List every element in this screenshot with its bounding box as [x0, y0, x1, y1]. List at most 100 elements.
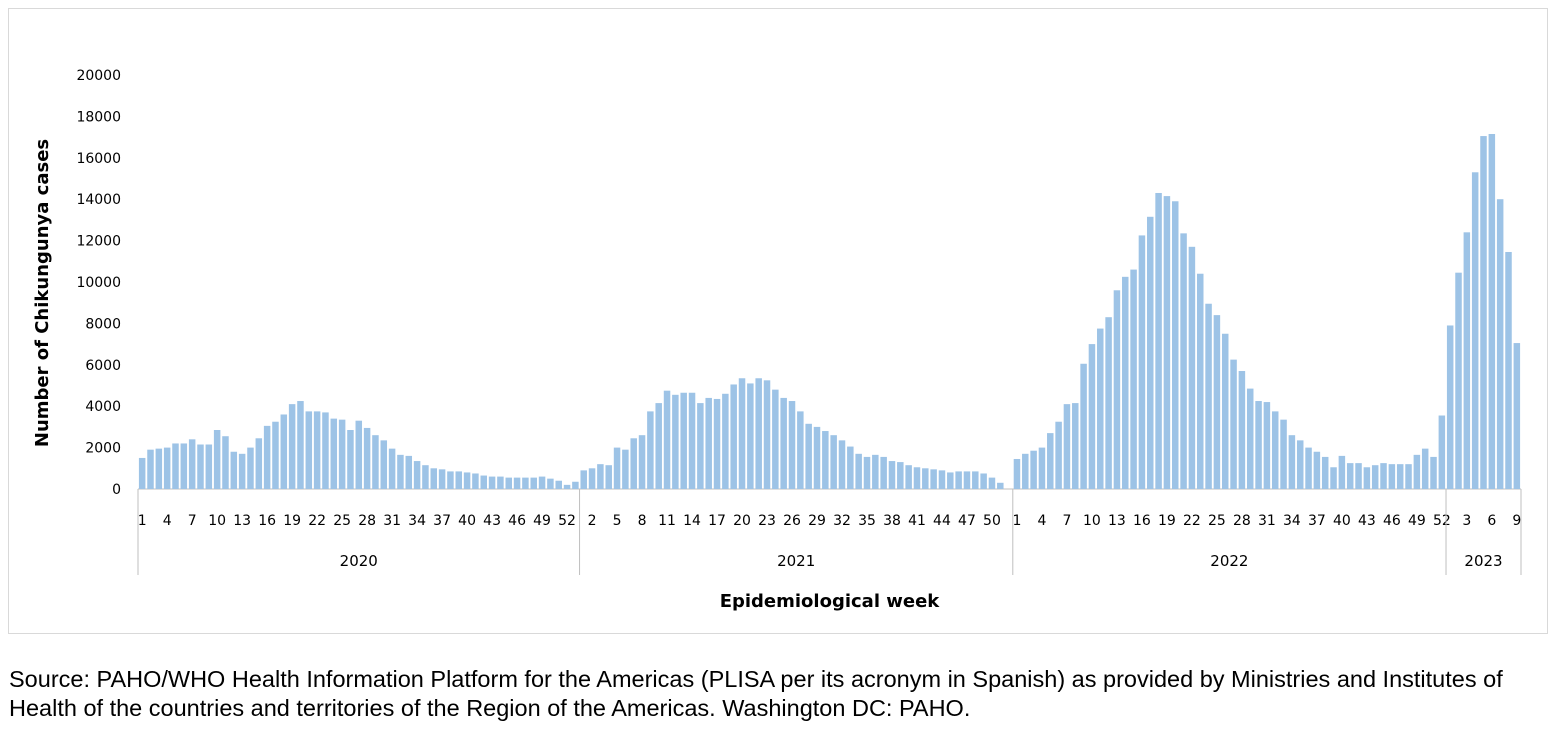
bar-2022-week-4 — [1038, 447, 1046, 489]
x-week-label: 49 — [1408, 513, 1426, 529]
bar-2023-week-7 — [1496, 199, 1504, 489]
bar-2020-week-6 — [180, 443, 188, 489]
x-week-label: 43 — [1358, 513, 1376, 529]
x-week-label: 40 — [1333, 513, 1351, 529]
y-tick-label: 6000 — [85, 358, 121, 374]
y-axis-title: Number of Chikungunya cases — [32, 139, 53, 447]
bar-2021-week-8 — [638, 435, 646, 489]
bar-2020-week-33 — [405, 455, 413, 489]
x-week-label: 28 — [1233, 513, 1251, 529]
bar-2020-week-9 — [205, 444, 213, 489]
bar-2022-week-11 — [1097, 328, 1104, 489]
bar-2020-week-29 — [372, 435, 379, 489]
bar-2021-week-19 — [730, 384, 737, 489]
x-week-label: 17 — [708, 513, 726, 529]
y-tick-label: 4000 — [85, 399, 121, 415]
bar-2022-week-1 — [1013, 458, 1021, 489]
bar-2021-week-24 — [772, 389, 779, 489]
bar-2021-week-21 — [747, 383, 754, 489]
bar-2022-week-5 — [1047, 433, 1054, 489]
x-week-label: 31 — [1258, 513, 1276, 529]
bar-2020-week-24 — [330, 418, 338, 489]
bar-2020-week-2 — [147, 449, 154, 489]
bar-2022-week-48 — [1405, 464, 1412, 489]
bar-2021-week-20 — [738, 378, 746, 489]
bar-2021-week-1 — [580, 470, 587, 489]
x-week-label: 44 — [933, 513, 951, 529]
bar-2022-week-39 — [1330, 467, 1337, 489]
bar-2022-week-21 — [1180, 233, 1187, 489]
bar-2022-week-52 — [1438, 415, 1446, 489]
bar-2022-week-18 — [1155, 192, 1162, 490]
bar-2021-week-51 — [997, 482, 1004, 489]
x-week-label: 31 — [383, 513, 401, 529]
bar-2020-week-8 — [197, 444, 204, 489]
bar-2020-week-13 — [238, 453, 246, 489]
bar-2023-week-1 — [1446, 325, 1454, 489]
x-week-label: 1 — [138, 513, 147, 529]
x-week-label: 43 — [483, 513, 501, 529]
bar-2022-week-14 — [1122, 276, 1129, 489]
bar-2020-week-25 — [338, 419, 346, 489]
bar-2021-week-31 — [830, 435, 837, 489]
bar-2021-week-29 — [813, 426, 821, 489]
bar-2022-week-26 — [1221, 333, 1229, 489]
chikungunya-bar-chart: 0 2000 4000 6000 8000 10000 12000 14000 16000 180… — [32, 68, 1522, 612]
bar-2020-week-49 — [538, 476, 546, 489]
bar-2022-week-27 — [1230, 359, 1237, 489]
x-week-label: 37 — [433, 513, 451, 529]
x-week-label: 47 — [958, 513, 976, 529]
bar-2021-week-36 — [872, 454, 879, 489]
x-week-label: 14 — [683, 513, 701, 529]
bar-2020-week-44 — [497, 476, 504, 489]
x-week-label: 10 — [208, 513, 226, 529]
y-tick-label: 0 — [112, 482, 121, 498]
x-week-label: 7 — [1062, 513, 1071, 529]
x-week-label: 4 — [1037, 513, 1046, 529]
bar-2021-week-15 — [697, 403, 704, 489]
bar-2021-week-30 — [822, 431, 829, 489]
bar-2022-week-36 — [1305, 447, 1312, 489]
bar-2020-week-43 — [488, 476, 496, 489]
y-tick-label: 2000 — [85, 441, 121, 457]
bar-2020-week-10 — [213, 430, 221, 489]
bar-2020-week-17 — [272, 421, 279, 489]
bar-2022-week-32 — [1271, 411, 1279, 489]
bar-2020-week-45 — [505, 477, 512, 489]
bar-2020-week-18 — [280, 414, 288, 489]
x-week-label: 23 — [758, 513, 776, 529]
bar-2021-week-26 — [788, 401, 796, 489]
bar-2021-week-43 — [930, 469, 937, 489]
year-label-2021: 2021 — [777, 552, 815, 570]
bar-2022-week-42 — [1355, 463, 1362, 489]
bar-2021-week-11 — [663, 390, 671, 489]
bar-2022-week-19 — [1163, 196, 1171, 489]
bar-2021-week-3 — [597, 464, 604, 489]
bar-2020-week-34 — [413, 461, 421, 489]
bar-2020-week-26 — [347, 430, 354, 489]
bar-2020-week-22 — [313, 411, 321, 489]
x-week-label: 38 — [883, 513, 901, 529]
x-week-label: 22 — [308, 513, 326, 529]
x-axis-title: Epidemiological week — [720, 591, 941, 612]
bar-2020-week-4 — [163, 447, 171, 489]
bar-2021-week-22 — [755, 378, 762, 489]
bar-2022-week-49 — [1413, 454, 1421, 489]
bar-2021-week-49 — [980, 473, 987, 489]
bar-2022-week-35 — [1296, 440, 1304, 489]
bar-2020-week-15 — [255, 438, 263, 489]
bar-2021-week-12 — [672, 394, 679, 489]
x-week-label: 16 — [258, 513, 276, 529]
x-week-label: 4 — [163, 513, 172, 529]
bar-2021-week-7 — [630, 438, 637, 489]
x-week-label: 11 — [658, 513, 676, 529]
bar-2022-week-17 — [1147, 216, 1154, 490]
bar-2020-week-11 — [222, 436, 229, 489]
bar-2020-week-16 — [263, 425, 271, 489]
bar-2020-week-14 — [247, 447, 254, 489]
x-week-label: 28 — [358, 513, 376, 529]
bar-2022-week-3 — [1030, 450, 1037, 489]
x-week-label: 49 — [533, 513, 551, 529]
x-week-label: 26 — [783, 513, 801, 529]
y-tick-label: 18000 — [76, 109, 121, 125]
